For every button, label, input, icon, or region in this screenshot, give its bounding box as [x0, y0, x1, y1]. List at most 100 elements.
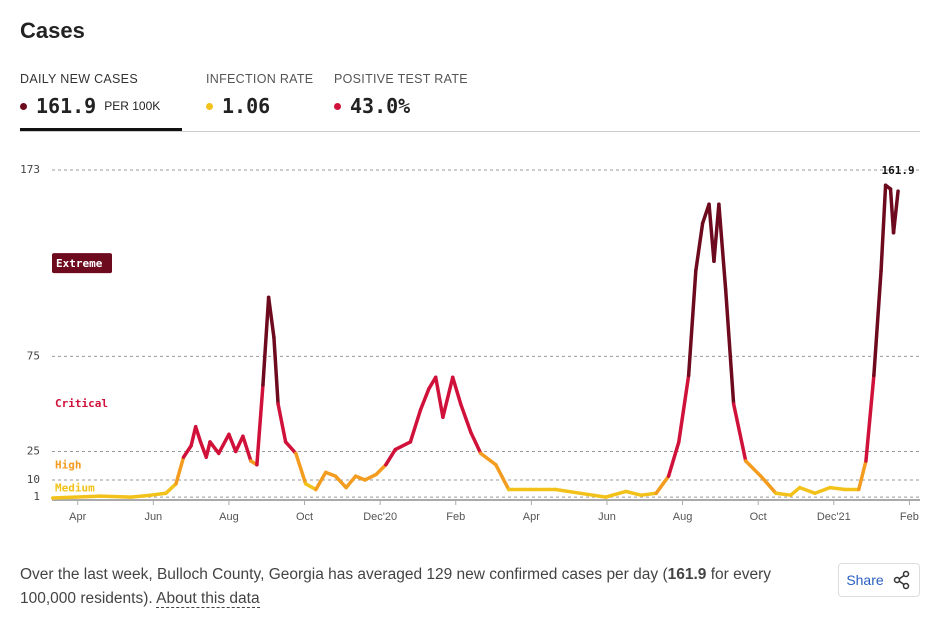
line-segment: [233, 434, 245, 454]
summary-bold: 161.9: [667, 566, 707, 583]
y-tick-label: 75: [27, 349, 40, 362]
line-segment: [208, 440, 221, 456]
x-tick-label: Feb: [900, 511, 919, 523]
line-segment: [872, 269, 883, 378]
line-segment: [303, 482, 318, 492]
value-label: 161.9: [882, 164, 915, 177]
line-segment: [51, 494, 103, 500]
line-segment: [578, 491, 608, 499]
x-tick-label: Dec'20: [363, 511, 397, 523]
line-segment: [891, 189, 900, 235]
line-segment: [666, 440, 681, 478]
tab-label: POSITIVE TEST RATE: [334, 72, 468, 86]
tab-label: DAILY NEW CASES: [20, 72, 138, 86]
line-segment: [276, 402, 288, 444]
x-tick-label: Aug: [219, 511, 239, 523]
line-segment: [181, 444, 193, 459]
line-segment: [272, 335, 280, 406]
summary-text: Over the last week, Bulloch County, Geor…: [20, 566, 668, 583]
dot: [206, 102, 213, 110]
line-segment: [433, 375, 445, 419]
line-segment: [654, 474, 671, 496]
line-segment: [478, 451, 498, 467]
y-tick-label: 173: [20, 163, 40, 176]
line-segment: [204, 440, 212, 459]
line-segment: [344, 474, 358, 490]
x-tick-label: Apr: [69, 511, 86, 523]
about-link[interactable]: About this data: [156, 590, 260, 608]
tab[interactable]: POSITIVE TEST RATE 43.0%: [334, 72, 468, 118]
tab-value: 43.0%: [350, 94, 411, 118]
line-segment: [458, 402, 473, 435]
line-segment: [98, 494, 133, 499]
line-segment: [788, 485, 802, 497]
line-segment: [441, 375, 455, 419]
share-button[interactable]: Share: [838, 563, 920, 597]
line-segment: [879, 183, 888, 273]
line-segment: [323, 470, 338, 478]
level-label: Critical: [55, 397, 108, 410]
y-tick-label: 1: [33, 490, 40, 503]
x-tick-label: Apr: [523, 511, 540, 523]
line-segment: [798, 485, 817, 496]
tab-value: 1.06: [222, 94, 271, 118]
line-segment: [261, 295, 271, 387]
tab-label: INFECTION RATE: [206, 72, 314, 86]
line-segment: [743, 459, 763, 478]
tab[interactable]: INFECTION RATE 1.06: [206, 72, 313, 118]
line-segment: [494, 463, 511, 492]
share-icon: [893, 570, 909, 590]
line-segment: [241, 434, 253, 463]
level-label: High: [55, 459, 82, 472]
title: Cases: [20, 18, 85, 43]
line-segment: [128, 493, 153, 499]
line-segment: [408, 407, 423, 444]
line-segment: [677, 373, 691, 444]
level-label: Medium: [55, 482, 95, 495]
y-tick-label: 25: [27, 444, 40, 457]
line-segment: [164, 482, 178, 496]
line-segment: [857, 459, 868, 492]
tab[interactable]: DAILY NEW CASES 161.9 PER 100K: [20, 72, 160, 118]
line-segment: [283, 440, 298, 456]
line-segment: [759, 474, 778, 496]
line-segment: [193, 424, 203, 444]
x-tick-label: Feb: [446, 511, 465, 523]
x-tick-label: Oct: [750, 511, 767, 523]
line-segment: [450, 375, 463, 406]
x-tick-label: Oct: [296, 511, 313, 523]
line-segment: [266, 295, 276, 340]
line-segment: [686, 269, 698, 378]
x-tick-label: Aug: [673, 511, 693, 523]
line-segment: [604, 489, 628, 499]
line-segment: [813, 485, 832, 496]
line-segment: [469, 430, 483, 456]
x-tick-label: Jun: [598, 511, 616, 523]
line-segment: [639, 491, 658, 497]
line-segment: [374, 463, 388, 477]
tab-unit: PER 100K: [104, 99, 161, 113]
line-segment: [723, 288, 736, 406]
line-segment: [393, 440, 413, 452]
line-segment: [828, 485, 847, 492]
tab-value: 161.9: [36, 94, 97, 118]
summary-text: for every 100,000 residents).: [20, 566, 772, 607]
line-segment: [148, 491, 168, 497]
line-segment: [333, 474, 348, 490]
y-tick-label: 10: [27, 473, 40, 486]
line-segment: [255, 383, 265, 467]
divider: [20, 131, 920, 132]
summary: Over the last week, Bulloch County, Geor…: [20, 563, 800, 611]
line-segment: [624, 489, 643, 497]
line-segment: [384, 447, 398, 467]
line-segment: [174, 455, 186, 486]
line-segment: [418, 386, 431, 412]
line-segment: [363, 472, 379, 482]
line-segment: [717, 202, 728, 292]
line-segment: [731, 402, 748, 463]
line-segment: [694, 221, 705, 273]
line-segment: [864, 373, 876, 463]
tab-indicator: [20, 128, 182, 131]
line-segment: [314, 470, 328, 492]
